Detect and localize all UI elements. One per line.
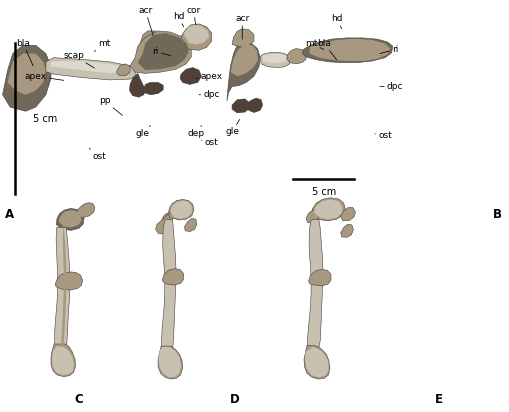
Text: scap: scap	[64, 51, 94, 68]
Polygon shape	[137, 31, 160, 54]
Text: gle: gle	[135, 126, 150, 138]
Text: ri: ri	[379, 45, 398, 54]
Polygon shape	[56, 208, 84, 230]
Polygon shape	[184, 218, 196, 232]
Text: bla: bla	[16, 39, 33, 66]
Polygon shape	[161, 219, 176, 353]
Polygon shape	[162, 269, 183, 285]
Text: ost: ost	[374, 131, 391, 140]
Polygon shape	[260, 52, 289, 68]
Polygon shape	[286, 49, 305, 64]
Text: dpc: dpc	[379, 82, 403, 91]
Polygon shape	[144, 82, 163, 95]
Text: acr: acr	[235, 14, 249, 39]
Polygon shape	[54, 227, 70, 352]
Polygon shape	[3, 45, 51, 111]
Polygon shape	[340, 224, 353, 237]
Text: D: D	[229, 393, 239, 406]
Polygon shape	[302, 38, 392, 63]
Text: B: B	[492, 208, 501, 221]
Text: hd: hd	[173, 12, 184, 27]
Polygon shape	[137, 33, 188, 70]
Text: apex: apex	[196, 72, 222, 81]
Text: dep: dep	[187, 126, 205, 138]
Polygon shape	[158, 347, 181, 377]
Polygon shape	[158, 346, 182, 379]
Polygon shape	[308, 269, 330, 286]
Text: cor: cor	[186, 6, 201, 31]
Text: ost: ost	[89, 148, 106, 161]
Polygon shape	[77, 203, 95, 218]
Text: mt: mt	[94, 39, 110, 52]
Text: 5 cm: 5 cm	[33, 115, 58, 124]
Text: ri: ri	[152, 47, 171, 56]
Polygon shape	[230, 44, 258, 76]
Polygon shape	[340, 208, 355, 221]
Text: dpc: dpc	[199, 90, 219, 99]
Polygon shape	[262, 54, 287, 63]
Text: pp: pp	[99, 96, 122, 115]
Polygon shape	[130, 31, 191, 73]
Polygon shape	[170, 201, 191, 219]
Text: hd: hd	[330, 14, 342, 29]
Polygon shape	[180, 68, 201, 84]
Polygon shape	[310, 198, 345, 221]
Polygon shape	[51, 61, 130, 73]
Polygon shape	[168, 199, 193, 220]
Polygon shape	[227, 42, 260, 101]
Polygon shape	[309, 39, 389, 61]
Text: A: A	[5, 208, 14, 221]
Polygon shape	[303, 345, 329, 379]
Polygon shape	[8, 54, 46, 95]
Text: gle: gle	[224, 119, 239, 136]
Polygon shape	[307, 219, 322, 353]
Polygon shape	[51, 344, 75, 377]
Polygon shape	[313, 199, 342, 219]
Polygon shape	[232, 99, 249, 113]
Polygon shape	[155, 214, 171, 234]
Polygon shape	[116, 64, 130, 76]
Text: mt: mt	[304, 39, 323, 49]
Text: ost: ost	[201, 138, 218, 147]
Polygon shape	[248, 98, 262, 112]
Polygon shape	[61, 227, 66, 351]
Text: apex: apex	[24, 72, 64, 81]
Polygon shape	[161, 213, 173, 225]
Polygon shape	[304, 347, 328, 377]
Polygon shape	[46, 58, 135, 80]
Polygon shape	[59, 210, 81, 227]
Polygon shape	[305, 210, 319, 222]
Polygon shape	[52, 346, 74, 375]
Text: E: E	[434, 393, 442, 406]
Text: acr: acr	[138, 6, 153, 35]
Polygon shape	[55, 272, 82, 290]
Text: 5 cm: 5 cm	[311, 187, 335, 197]
Text: bla: bla	[316, 39, 336, 60]
Polygon shape	[181, 24, 211, 50]
Polygon shape	[129, 73, 145, 97]
Text: C: C	[74, 393, 83, 406]
Polygon shape	[232, 29, 253, 47]
Polygon shape	[183, 25, 209, 44]
